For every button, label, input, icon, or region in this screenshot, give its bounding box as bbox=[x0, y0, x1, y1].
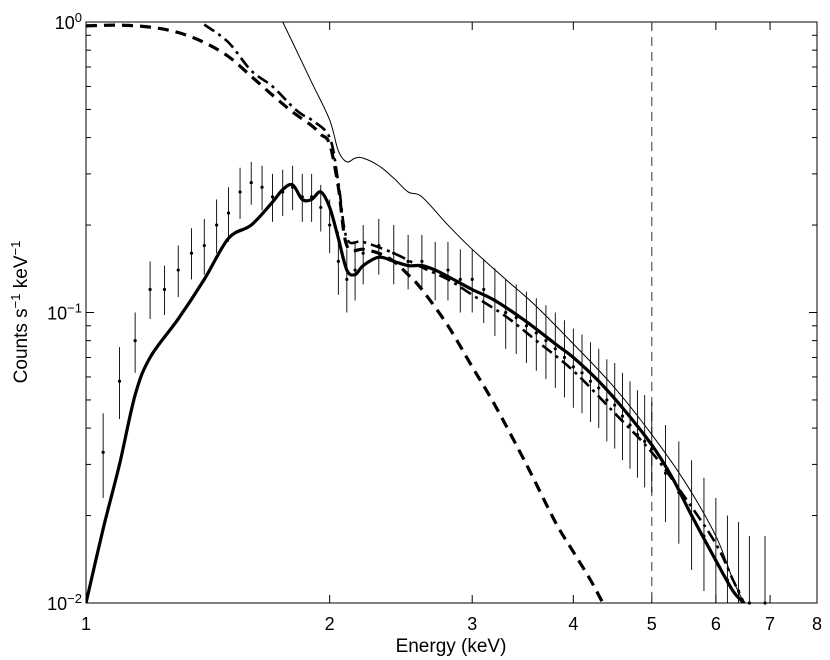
data-point bbox=[420, 259, 424, 263]
data-point bbox=[270, 195, 275, 199]
y-tick-label: 10−1 bbox=[47, 300, 82, 324]
data-point bbox=[249, 181, 253, 185]
series-total-model bbox=[86, 182, 746, 603]
data-point bbox=[514, 316, 518, 320]
data-point bbox=[281, 190, 285, 194]
data-point bbox=[714, 558, 718, 563]
y-axis-title-base: Counts s bbox=[11, 308, 32, 383]
data-point bbox=[353, 268, 357, 272]
data-point bbox=[238, 190, 242, 194]
plot-frame bbox=[85, 21, 818, 604]
data-point bbox=[300, 195, 304, 199]
data-point bbox=[763, 601, 767, 605]
data-point bbox=[361, 251, 365, 255]
x-tick-label: 2 bbox=[325, 614, 335, 634]
series-group bbox=[86, 22, 746, 603]
data-point bbox=[433, 268, 437, 272]
x-tick-label: 7 bbox=[765, 614, 775, 634]
data-point bbox=[377, 243, 381, 248]
data-point bbox=[562, 355, 567, 360]
data-point bbox=[702, 534, 706, 538]
y-axis-title-sup2: −1 bbox=[8, 241, 23, 256]
data-point bbox=[148, 287, 152, 292]
data-point bbox=[643, 439, 647, 443]
data-point bbox=[580, 371, 584, 375]
data-point bbox=[635, 432, 640, 437]
x-tick-label: 5 bbox=[647, 614, 657, 634]
series-thin-solid-model bbox=[282, 22, 745, 603]
data-point bbox=[544, 339, 548, 343]
data-point bbox=[504, 310, 508, 315]
y-axis-title: Counts s−1 keV−1 bbox=[8, 241, 33, 384]
y-axis-title-sup1: −1 bbox=[8, 294, 23, 309]
data-point bbox=[176, 268, 180, 272]
y-axis-title-mid: keV bbox=[11, 255, 32, 293]
data-point bbox=[310, 195, 314, 199]
data-point bbox=[345, 277, 349, 281]
data-point bbox=[747, 601, 751, 605]
data-point bbox=[553, 347, 557, 351]
axis-ticks bbox=[85, 22, 818, 604]
data-point bbox=[620, 414, 625, 418]
data-point bbox=[162, 287, 167, 292]
data-point bbox=[736, 589, 741, 593]
y-tick-label: 10−2 bbox=[47, 591, 82, 615]
data-point bbox=[470, 277, 474, 281]
data-point bbox=[328, 223, 332, 227]
x-tick-labels: 1 2 3 4 5 6 7 8 bbox=[81, 614, 822, 634]
data-point bbox=[588, 379, 593, 383]
data-point bbox=[291, 185, 295, 189]
data-point bbox=[336, 259, 340, 263]
data-point bbox=[392, 251, 396, 255]
data-point bbox=[650, 447, 654, 451]
data-point bbox=[534, 331, 538, 335]
data-point bbox=[458, 277, 462, 281]
data-point bbox=[663, 471, 668, 475]
data-point bbox=[189, 251, 194, 255]
data-point bbox=[597, 386, 601, 390]
data-point bbox=[725, 578, 729, 582]
data-point bbox=[524, 324, 528, 328]
data-point bbox=[482, 287, 486, 292]
data-point bbox=[133, 339, 137, 343]
data-point bbox=[226, 211, 231, 215]
data-point bbox=[628, 423, 632, 427]
y-tick-label: 100 bbox=[55, 10, 82, 34]
series-dashed-component bbox=[86, 23, 605, 603]
x-tick-label: 6 bbox=[711, 614, 721, 634]
data-point bbox=[215, 223, 219, 227]
data-point bbox=[677, 490, 681, 495]
data-point bbox=[571, 365, 575, 369]
series-dash-dot-component bbox=[203, 23, 746, 603]
x-tick-label: 8 bbox=[812, 614, 822, 634]
data-point bbox=[493, 298, 497, 303]
x-tick-label: 1 bbox=[81, 614, 91, 634]
data-point bbox=[319, 205, 323, 210]
x-tick-label: 3 bbox=[467, 614, 477, 634]
data-point bbox=[605, 398, 609, 402]
data-point bbox=[202, 243, 206, 248]
data-point bbox=[117, 379, 122, 383]
data-points-group bbox=[101, 161, 767, 605]
x-tick-label: 4 bbox=[568, 614, 578, 634]
data-point bbox=[613, 403, 617, 407]
data-point bbox=[446, 268, 450, 272]
data-point bbox=[260, 185, 264, 189]
y-tick-labels: 10−2 10−1 100 bbox=[47, 10, 82, 615]
data-point bbox=[406, 259, 410, 263]
data-point bbox=[690, 513, 694, 518]
x-axis-title: Energy (keV) bbox=[396, 636, 507, 657]
data-point bbox=[101, 450, 105, 454]
